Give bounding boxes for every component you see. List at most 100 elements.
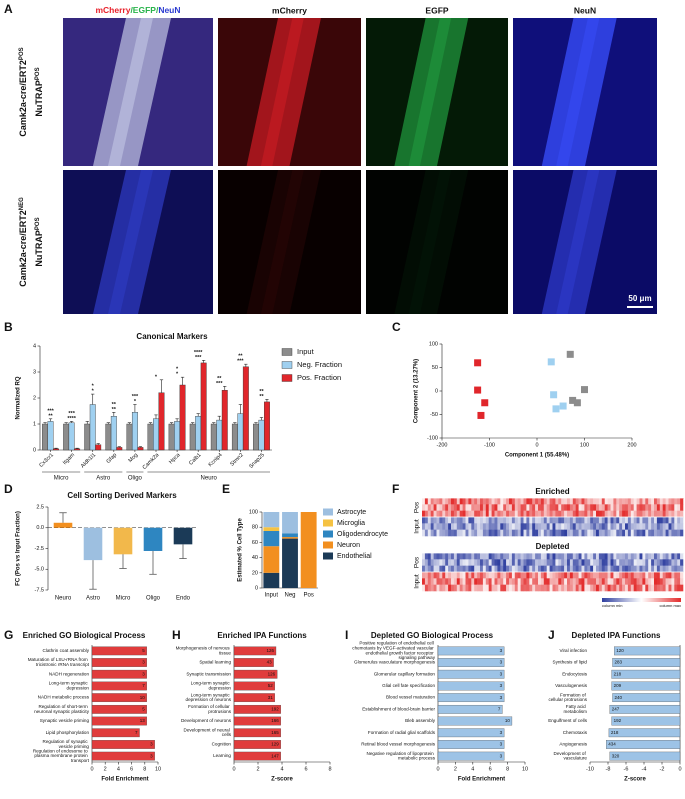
x-tick-label: -8 <box>606 766 611 772</box>
x-axis-label: Fold Enrichment <box>458 777 505 783</box>
column-header: NeuN <box>574 5 596 15</box>
heatmap-cell <box>535 517 539 524</box>
heatmap-cell <box>445 559 449 566</box>
heatmap-cell <box>514 517 518 524</box>
bar-count: 52 <box>268 683 274 688</box>
heatmap-cell <box>648 517 652 524</box>
heatmap-cell <box>593 523 597 530</box>
heatmap-cell <box>639 504 643 511</box>
heatmap-cell <box>482 510 487 518</box>
heatmap-cell <box>549 504 553 511</box>
heatmap-cell <box>422 578 426 585</box>
bar-count: 3 <box>500 753 503 758</box>
heatmap-cell <box>590 559 594 566</box>
micrograph <box>513 170 657 314</box>
x-axis-label: Component 1 (55.48%) <box>505 453 569 459</box>
heatmap-cell <box>468 553 472 560</box>
heatmap-cell <box>596 529 600 537</box>
heatmap-cell <box>503 498 507 505</box>
heatmap-cell <box>587 504 591 511</box>
heatmap-row-label: Input <box>414 519 421 534</box>
heatmap-cell <box>430 565 434 573</box>
heatmap-cell <box>422 553 426 560</box>
heatmap-cell <box>491 553 495 560</box>
heatmap-cell <box>532 578 536 585</box>
y-tick-label: Glomerulus vasculature morphogenesis <box>354 660 436 665</box>
label-line: Fatty acid <box>566 704 587 709</box>
heatmap-cell <box>613 517 617 524</box>
heatmap-cell <box>491 565 495 573</box>
heatmap-cell <box>575 559 579 566</box>
label-line: Cognition <box>212 742 232 747</box>
heatmap-cell <box>593 578 597 585</box>
y-tick-label: Long-term synaptic depression <box>49 681 90 691</box>
heatmap-cell <box>433 529 437 537</box>
heatmap-cell <box>598 584 603 592</box>
heatmap-cell <box>596 553 600 560</box>
legend-label: Pos. Fraction <box>297 373 341 382</box>
heatmap-cell <box>604 553 608 560</box>
heatmap-cell <box>636 504 640 511</box>
point <box>573 399 581 407</box>
heatmap-cell <box>500 553 504 560</box>
heatmap-cell <box>610 584 614 592</box>
heatmap-cell <box>491 578 495 585</box>
heatmap-cell <box>598 553 603 560</box>
heatmap-cell <box>590 517 594 524</box>
heatmap-cell <box>633 553 637 560</box>
micrograph-band-core <box>260 18 304 166</box>
heatmap-cell <box>477 578 481 585</box>
heatmap-cell <box>430 523 434 530</box>
heatmap-cell <box>677 504 681 511</box>
heatmap-cell <box>436 572 440 579</box>
row-label-text: Camk2a-cre/ERT2 <box>18 60 28 137</box>
heatmap-cell <box>648 572 652 579</box>
heatmap-cell <box>625 529 629 537</box>
micrograph-band <box>246 18 321 166</box>
heatmap-cell <box>500 578 504 585</box>
heatmap-cell <box>651 553 655 560</box>
heatmap-cell <box>590 498 594 505</box>
heatmap-cell <box>465 529 469 537</box>
heatmap-cell <box>601 529 605 537</box>
heatmap-cell <box>474 553 478 560</box>
heatmap-cell <box>584 565 588 573</box>
heatmap-cell <box>500 584 504 592</box>
heatmap-cell <box>543 553 547 560</box>
row-label-text: NuTRAP <box>34 80 44 117</box>
heatmap <box>422 498 684 537</box>
group-label: Oligo <box>128 476 143 482</box>
heatmap-cell <box>651 510 655 518</box>
heatmap-cell <box>529 565 533 573</box>
heatmap-cell <box>596 523 600 530</box>
heatmap-cell <box>517 565 521 573</box>
heatmap-cell <box>509 584 513 592</box>
heatmap-cell <box>567 529 571 537</box>
heatmap-cell <box>480 553 484 560</box>
heatmap-cell <box>604 498 608 505</box>
heatmap-cell <box>485 553 489 560</box>
heatmap-cell <box>607 559 611 566</box>
heatmap-cell <box>619 565 623 573</box>
panel-letter: F <box>392 482 399 496</box>
heatmap-cell <box>459 578 463 585</box>
heatmap-cell <box>462 498 466 505</box>
x-tick-label: 4 <box>280 766 283 772</box>
heatmap-cell <box>622 498 626 505</box>
heatmap-cell <box>442 510 446 518</box>
heatmap-cell <box>569 565 574 573</box>
heatmap-cell <box>578 559 582 566</box>
heatmap-cell <box>474 517 478 524</box>
heatmap-cell <box>662 578 666 585</box>
label-line: neuronal synaptic plasticity <box>34 709 90 714</box>
heatmap-cell <box>517 510 521 518</box>
heatmap-cell <box>497 529 501 537</box>
heatmap-cell <box>453 572 458 579</box>
heatmap-cell <box>422 529 426 537</box>
heatmap-cell <box>616 553 620 560</box>
heatmap-cell <box>616 529 620 537</box>
heatmap-cell <box>474 565 478 573</box>
significance: *** <box>47 408 54 414</box>
heatmap-cell <box>540 572 545 579</box>
heatmap-cell <box>433 517 437 524</box>
